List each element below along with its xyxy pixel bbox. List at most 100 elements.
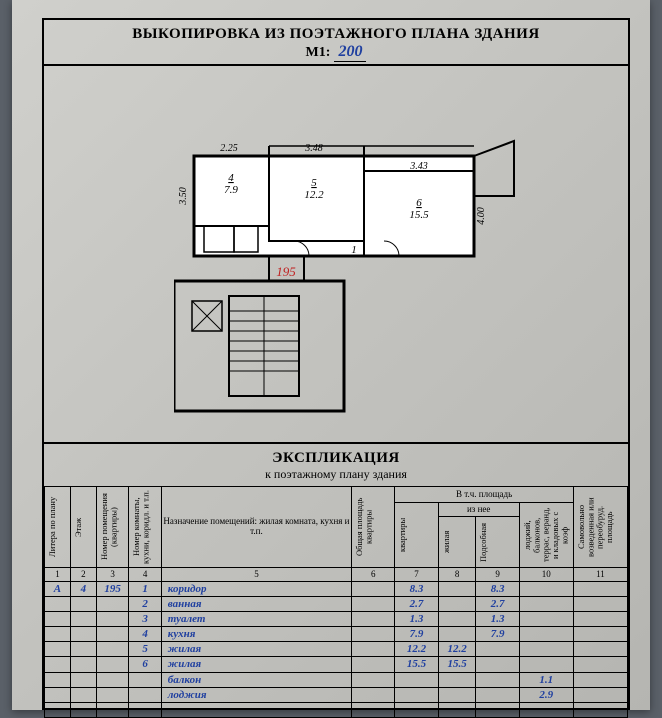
title-main: ВЫКОПИРОВКА ИЗ ПОЭТАЖНОГО ПЛАНА ЗДАНИЯ <box>44 26 628 43</box>
table-cell: 2.7 <box>476 597 519 612</box>
table-cell: А <box>45 582 71 597</box>
table-cell <box>519 627 573 642</box>
col7-header: квартиры <box>396 504 409 566</box>
table-cell: ванная <box>161 597 351 612</box>
svg-text:4: 4 <box>228 172 234 184</box>
table-cell <box>438 627 476 642</box>
table-cell <box>96 687 128 702</box>
table-cell <box>438 687 476 702</box>
table-cell: лоджия <box>161 687 351 702</box>
table-cell <box>573 687 627 702</box>
floor-plan-area: 2.25 3.48 3.43 3.50 4.00 4 7.9 5 12.2 6 … <box>44 66 628 442</box>
table-cell <box>395 672 438 687</box>
table-cell <box>519 642 573 657</box>
col4-header: Номер комнаты, кухни, коридл. и т.п. <box>130 488 153 566</box>
table-cell <box>519 597 573 612</box>
table-cell <box>45 612 71 627</box>
svg-text:2.25: 2.25 <box>220 143 238 154</box>
table-cell <box>476 672 519 687</box>
colnum: 8 <box>438 568 476 582</box>
table-cell <box>45 672 71 687</box>
scale-label: М1: <box>306 45 331 61</box>
table-cell <box>70 642 96 657</box>
table-cell <box>352 627 395 642</box>
explication-title: ЭКСПЛИКАЦИЯ <box>44 450 628 467</box>
table-cell <box>352 672 395 687</box>
svg-text:3.50: 3.50 <box>178 187 189 206</box>
table-cell <box>45 687 71 702</box>
table-cell <box>96 627 128 642</box>
table-cell <box>395 687 438 702</box>
table-cell <box>573 612 627 627</box>
colnum: 9 <box>476 568 519 582</box>
table-cell <box>438 612 476 627</box>
table-cell <box>352 687 395 702</box>
table-cell: 7.9 <box>395 627 438 642</box>
table-cell: туалет <box>161 612 351 627</box>
table-cell <box>96 597 128 612</box>
table-cell <box>45 627 71 642</box>
table-cell <box>573 582 627 597</box>
table-cell <box>129 672 161 687</box>
table-cell: 1 <box>129 582 161 597</box>
table-cell <box>129 687 161 702</box>
scale-value: 200 <box>334 43 366 62</box>
col3-header: Номер помещения (квартиры) <box>98 488 121 566</box>
table-cell <box>352 582 395 597</box>
svg-text:7.9: 7.9 <box>224 184 238 196</box>
table-cell <box>352 597 395 612</box>
table-cell: 195 <box>96 582 128 597</box>
group-iznee: из нее <box>438 503 519 517</box>
table-row: 2ванная 2.7 2.7 <box>45 597 628 612</box>
paper-sheet: ВЫКОПИРОВКА ИЗ ПОЭТАЖНОГО ПЛАНА ЗДАНИЯ М… <box>12 0 650 710</box>
colnum: 4 <box>129 568 161 582</box>
title-block: ВЫКОПИРОВКА ИЗ ПОЭТАЖНОГО ПЛАНА ЗДАНИЯ М… <box>44 20 628 66</box>
col5-header: Назначение помещений: жилая комната, кух… <box>161 487 351 568</box>
colnum: 1 <box>45 568 71 582</box>
table-cell <box>573 657 627 672</box>
table-cell: 5 <box>129 642 161 657</box>
table-cell: 2.7 <box>395 597 438 612</box>
table-cell: 2.9 <box>519 687 573 702</box>
table-cell: 6 <box>129 657 161 672</box>
table-cell <box>45 642 71 657</box>
table-cell: 1.3 <box>476 612 519 627</box>
svg-text:15.5: 15.5 <box>409 209 429 221</box>
table-row: лоджия 2.9 <box>45 687 628 702</box>
table-cell <box>352 657 395 672</box>
explication-subtitle: к поэтажному плану здания <box>44 467 628 486</box>
table-cell <box>45 597 71 612</box>
document-frame: ВЫКОПИРОВКА ИЗ ПОЭТАЖНОГО ПЛАНА ЗДАНИЯ М… <box>42 18 630 710</box>
table-cell <box>573 672 627 687</box>
table-cell: 3 <box>129 612 161 627</box>
table-cell: 2 <box>129 597 161 612</box>
table-cell <box>45 657 71 672</box>
table-cell <box>438 672 476 687</box>
svg-text:12.2: 12.2 <box>304 189 324 201</box>
svg-text:1: 1 <box>351 244 357 256</box>
table-cell: коридор <box>161 582 351 597</box>
table-cell <box>438 597 476 612</box>
table-cell <box>573 597 627 612</box>
table-cell <box>573 642 627 657</box>
svg-text:6: 6 <box>416 197 422 209</box>
table-cell: 15.5 <box>395 657 438 672</box>
table-cell <box>352 612 395 627</box>
table-cell: кухня <box>161 627 351 642</box>
col8-header: жилая <box>440 518 453 566</box>
colnum: 7 <box>395 568 438 582</box>
group-vtch: В т.ч. площадь <box>395 487 573 503</box>
table-cell: 8.3 <box>476 582 519 597</box>
explication-block: ЭКСПЛИКАЦИЯ к поэтажному плану здания Ли… <box>44 442 628 718</box>
table-row: 5жилая12.212.2 <box>45 642 628 657</box>
svg-text:195: 195 <box>276 264 296 279</box>
table-cell: 1.1 <box>519 672 573 687</box>
table-cell <box>70 612 96 627</box>
colnum: 6 <box>352 568 395 582</box>
table-cell: 4 <box>129 627 161 642</box>
table-cell <box>476 642 519 657</box>
table-cell <box>70 657 96 672</box>
table-cell <box>70 672 96 687</box>
svg-text:4.00: 4.00 <box>476 207 487 225</box>
explication-table: Литера по плану Этаж Номер помещения (кв… <box>44 486 628 718</box>
